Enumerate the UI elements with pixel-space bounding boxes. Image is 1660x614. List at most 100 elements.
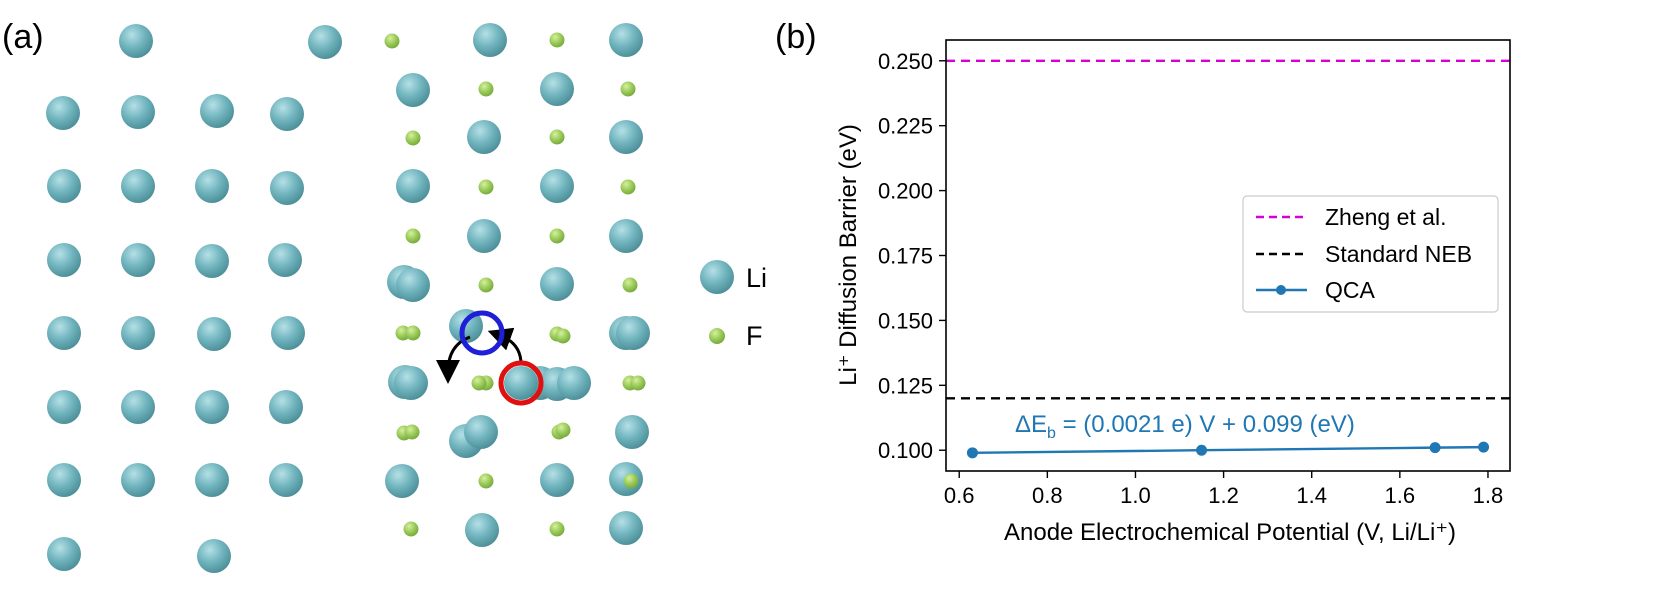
li-atom [269, 390, 303, 424]
li-atom [270, 171, 304, 205]
panel-b-label: (b) [775, 18, 817, 56]
li-atom [465, 513, 499, 547]
qca-data-point [1429, 442, 1441, 454]
f-atom [549, 521, 565, 537]
li-atom [47, 169, 81, 203]
f-atom [620, 179, 636, 195]
li-atom [121, 390, 155, 424]
x-tick-label: 1.4 [1296, 483, 1327, 508]
panel-a-label: (a) [2, 18, 44, 56]
x-tick-label: 1.0 [1120, 483, 1151, 508]
li-atom [609, 219, 643, 253]
qca-data-point [1196, 444, 1208, 456]
chart-annotation: ΔEb = (0.0021 e) V + 0.099 (eV) [1015, 411, 1355, 442]
y-tick-label: 0.175 [878, 244, 933, 269]
li-atom [119, 24, 153, 58]
y-tick-label: 0.225 [878, 114, 933, 139]
li-atom [308, 25, 342, 59]
li-atom [47, 537, 81, 571]
li-atom [270, 97, 304, 131]
li-atom [195, 244, 229, 278]
li-legend-icon [700, 260, 734, 294]
li-atom [197, 539, 231, 573]
li-atom [467, 219, 501, 253]
li-atom [47, 463, 81, 497]
li-atom [385, 464, 419, 498]
x-axis-label: Anode Electrochemical Potential (V, Li/L… [1004, 519, 1456, 546]
li-atom [271, 316, 305, 350]
f-atom [405, 325, 421, 341]
li-atom [615, 415, 649, 449]
f-atom [549, 32, 565, 48]
f-atom [405, 130, 421, 146]
f-atom [478, 179, 494, 195]
f-atom [478, 473, 494, 489]
x-tick-label: 0.6 [944, 483, 975, 508]
f-atom [478, 277, 494, 293]
li-atom [540, 169, 574, 203]
y-tick-label: 0.100 [878, 438, 933, 463]
vacancy-site-circle [459, 310, 505, 356]
li-atom [195, 169, 229, 203]
x-tick-label: 0.8 [1032, 483, 1063, 508]
li-atom [121, 463, 155, 497]
panel-b: (b) 0.6 0.8 1.0 1.2 1.4 1.6 1.8 0.100 0.125 0.15… [775, 18, 1511, 546]
li-atom [504, 366, 538, 400]
f-atom [555, 328, 571, 344]
li-atom [396, 73, 430, 107]
f-atom [630, 375, 646, 391]
legend-box [1242, 195, 1499, 313]
f-atom [549, 129, 565, 145]
f-atom [404, 424, 420, 440]
legend-label-qca: QCA [1325, 277, 1376, 303]
legend-label-neb: Standard NEB [1325, 241, 1472, 267]
legend-marker-qca [1276, 285, 1286, 295]
f-atom [471, 375, 487, 391]
li-atom [473, 23, 507, 57]
panel-a: (a) Li F [2, 18, 767, 573]
f-atom [549, 228, 565, 244]
li-atom [609, 120, 643, 154]
li-atom [540, 267, 574, 301]
f-legend-icon [709, 328, 725, 344]
li-atom [47, 316, 81, 350]
f-atom [620, 81, 636, 97]
f-atom [623, 473, 639, 489]
qca-data-point [966, 447, 978, 459]
li-atom [396, 169, 430, 203]
li-atom [121, 169, 155, 203]
li-atom [46, 96, 80, 130]
li-atom [394, 366, 428, 400]
qca-data-point [1478, 441, 1490, 453]
li-atom [396, 268, 430, 302]
li-atom [121, 316, 155, 350]
f-atom [478, 81, 494, 97]
data-series [966, 441, 1490, 459]
li-atom [121, 243, 155, 277]
atom-lattice [46, 23, 650, 573]
qca-line [972, 445, 1484, 455]
li-atom [121, 95, 155, 129]
li-atom [47, 390, 81, 424]
chart-legend: Zheng et al. Standard NEB QCA [1242, 195, 1499, 313]
y-tick-label: 0.125 [878, 373, 933, 398]
f-atom [403, 521, 419, 537]
li-atom [464, 415, 498, 449]
plot-area: 0.6 0.8 1.0 1.2 1.4 1.6 1.8 0.1000.1250.1500.1… [878, 39, 1511, 508]
legend-label-zheng: Zheng et al. [1325, 204, 1446, 230]
y-tick-label: 0.150 [878, 308, 933, 333]
li-atom [557, 366, 591, 400]
li-atom [200, 94, 234, 128]
f-atom [405, 228, 421, 244]
hop-arrow-left [436, 335, 471, 384]
li-atom [269, 463, 303, 497]
y-tick-label: 0.250 [878, 49, 933, 74]
li-atom [195, 390, 229, 424]
li-atom [268, 243, 302, 277]
x-tick-label: 1.2 [1208, 483, 1239, 508]
li-atom [616, 316, 650, 350]
li-atom [540, 463, 574, 497]
f-atom [622, 277, 638, 293]
species-legend: Li F [700, 260, 767, 351]
